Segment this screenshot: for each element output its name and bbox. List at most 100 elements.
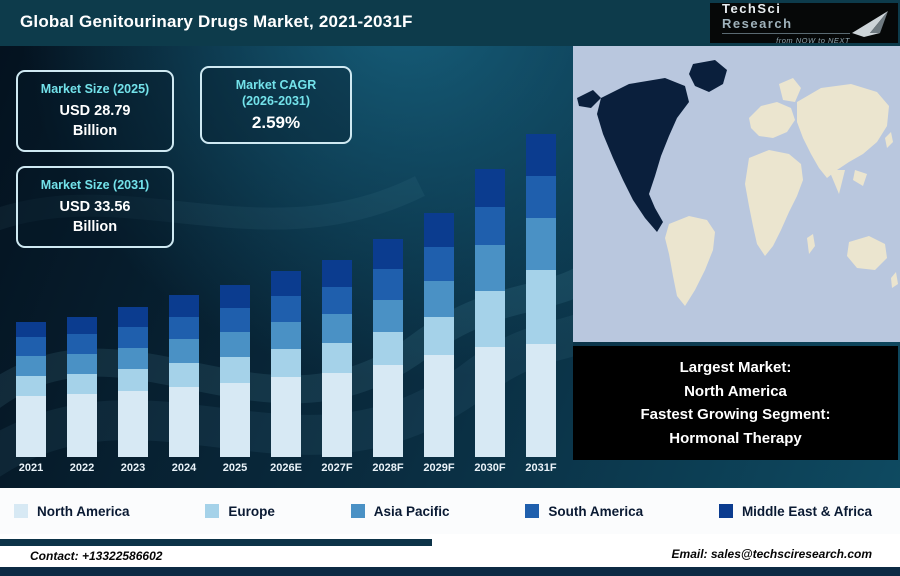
bar-segment-middle-east-africa <box>526 134 556 176</box>
fastest-segment-value: Hormonal Therapy <box>669 429 802 447</box>
x-axis-label: 2026E <box>270 462 302 474</box>
legend-swatch <box>350 504 365 518</box>
bar-segment-south-america <box>526 176 556 218</box>
bar-2021: 2021 <box>6 322 56 476</box>
north-america-shape <box>597 78 689 232</box>
bar-stack <box>322 260 352 457</box>
bar-stack <box>220 285 250 457</box>
madagascar-shape <box>807 234 815 254</box>
bar-2024: 2024 <box>159 295 209 476</box>
logo-arrow-icon <box>852 11 888 37</box>
info-box-value: USD 28.79 Billion <box>59 103 131 139</box>
scandinavia-shape <box>779 78 801 102</box>
x-axis-label: 2022 <box>69 462 95 474</box>
info-box-title: Market Size (2031) <box>40 178 150 192</box>
x-axis-label: 2029F <box>423 462 455 474</box>
legend-label: Europe <box>228 503 275 519</box>
bar-segment-middle-east-africa <box>424 213 454 247</box>
bar-2025: 2025 <box>210 285 260 476</box>
legend-item-middle-east-africa: Middle East & Africa <box>718 503 872 519</box>
bar-segment-europe <box>424 317 454 355</box>
bar-segment-europe <box>16 376 46 396</box>
south-america-shape <box>665 216 715 306</box>
bar-segment-asia-pacific <box>373 300 403 332</box>
bar-stack <box>271 271 301 457</box>
bar-2030F: 2030F <box>465 169 515 476</box>
alaska-shape <box>577 90 601 108</box>
bar-segment-asia-pacific <box>271 322 301 349</box>
bar-segment-north-america <box>220 383 250 457</box>
bar-segment-south-america <box>424 247 454 281</box>
largest-market-label: Largest Market: <box>679 359 792 376</box>
europe-shape <box>749 102 795 138</box>
legend-item-asia-pacific: Asia Pacific <box>350 504 450 519</box>
bar-segment-middle-east-africa <box>16 322 46 337</box>
bar-segment-europe <box>169 363 199 387</box>
bar-segment-middle-east-africa <box>373 239 403 269</box>
bar-segment-south-america <box>220 308 250 332</box>
bar-2027F: 2027F <box>312 260 362 476</box>
bar-segment-middle-east-africa <box>169 295 199 317</box>
bar-segment-north-america <box>322 373 352 457</box>
bar-segment-north-america <box>67 394 97 457</box>
bar-segment-north-america <box>271 377 301 457</box>
footer-email: Email: sales@techsciresearch.com <box>671 547 872 561</box>
bar-segment-middle-east-africa <box>475 169 505 207</box>
x-axis-label: 2021 <box>18 462 44 474</box>
info-box-value: 2.59% <box>251 113 301 132</box>
bar-stack <box>16 322 46 457</box>
bar-segment-asia-pacific <box>118 348 148 369</box>
chart-area: Market Size (2025) USD 28.79 Billion Mar… <box>0 46 900 488</box>
bar-segment-asia-pacific <box>169 339 199 363</box>
highlight-box: Largest Market: North America Fastest Gr… <box>573 346 898 460</box>
bar-segment-middle-east-africa <box>118 307 148 327</box>
info-box-market-size-2031: Market Size (2031) USD 33.56 Billion <box>16 166 174 248</box>
africa-shape <box>745 150 803 256</box>
bar-segment-europe <box>67 374 97 394</box>
page-title: Global Genitourinary Drugs Market, 2021-… <box>20 12 413 31</box>
bar-2031F: 2031F <box>516 134 566 476</box>
bar-segment-south-america <box>322 287 352 314</box>
x-axis-label: 2024 <box>171 462 197 474</box>
bar-segment-asia-pacific <box>526 218 556 270</box>
x-axis-label: 2028F <box>372 462 404 474</box>
bar-segment-middle-east-africa <box>67 317 97 334</box>
bar-segment-asia-pacific <box>322 314 352 343</box>
bar-2023: 2023 <box>108 307 158 476</box>
japan-shape <box>885 132 893 148</box>
legend-item-south-america: South America <box>525 504 643 519</box>
bar-segment-middle-east-africa <box>220 285 250 308</box>
bar-segment-north-america <box>16 396 46 457</box>
new-zealand-shape <box>891 272 898 288</box>
bar-2022: 2022 <box>57 317 107 476</box>
bar-stack <box>475 169 505 457</box>
bar-segment-asia-pacific <box>424 281 454 317</box>
bar-segment-europe <box>373 332 403 365</box>
info-box-market-size-2025: Market Size (2025) USD 28.79 Billion <box>16 70 174 152</box>
x-axis-label: 2023 <box>120 462 146 474</box>
bar-segment-south-america <box>373 269 403 300</box>
bar-stack <box>67 317 97 457</box>
fastest-segment-label: Fastest Growing Segment: <box>640 406 831 423</box>
bar-chart: 2021 2022 2023 2024 2025 2026E 2027F 2028F 2029F… <box>6 130 566 476</box>
bar-segment-europe <box>271 349 301 377</box>
logo-brand: TechSci Research <box>722 1 850 34</box>
logo-text: TechSci Research from NOW to NEXT <box>722 1 850 45</box>
bar-2029F: 2029F <box>414 213 464 476</box>
legend-item-europe: Europe <box>205 504 275 519</box>
bar-segment-north-america <box>169 387 199 457</box>
info-box-title: Market CAGR (2026-2031) <box>235 78 317 108</box>
legend-item-north-america: North America <box>14 504 130 519</box>
bar-segment-middle-east-africa <box>322 260 352 287</box>
bar-segment-south-america <box>169 317 199 339</box>
header: Global Genitourinary Drugs Market, 2021-… <box>0 0 900 46</box>
legend-label: South America <box>548 503 644 519</box>
bar-segment-asia-pacific <box>475 245 505 291</box>
bar-segment-south-america <box>118 327 148 348</box>
logo-tagline: from NOW to NEXT <box>776 36 850 45</box>
info-box-value: USD 33.56 Billion <box>59 199 131 235</box>
footer: Contact: +13322586602 Email: sales@techs… <box>0 534 900 576</box>
bar-segment-asia-pacific <box>67 354 97 374</box>
legend-label: Middle East & Africa <box>741 503 872 519</box>
